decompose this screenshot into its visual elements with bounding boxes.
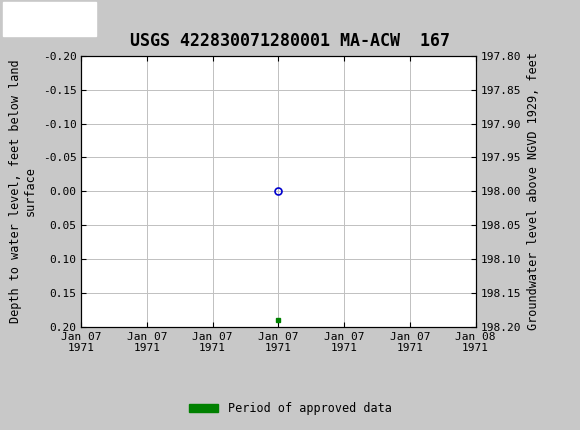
Text: USGS: USGS <box>6 10 57 28</box>
FancyBboxPatch shape <box>3 2 96 36</box>
Y-axis label: Depth to water level, feet below land
surface: Depth to water level, feet below land su… <box>9 59 37 323</box>
Text: USGS 422830071280001 MA-ACW  167: USGS 422830071280001 MA-ACW 167 <box>130 32 450 50</box>
Y-axis label: Groundwater level above NGVD 1929, feet: Groundwater level above NGVD 1929, feet <box>527 52 539 330</box>
Text: ≋ USGS: ≋ USGS <box>3 12 68 26</box>
Legend: Period of approved data: Period of approved data <box>184 397 396 420</box>
